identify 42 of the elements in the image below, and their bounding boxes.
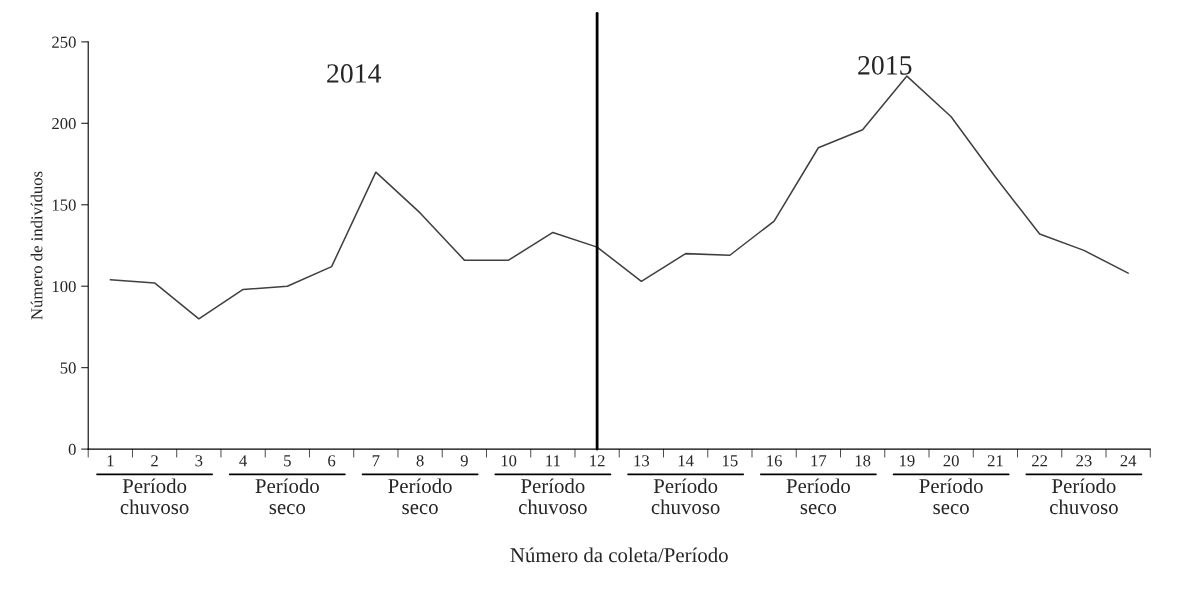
x-tick-label: 8: [416, 455, 424, 467]
x-tick-label: 17: [811, 455, 827, 467]
x-tick-label: 12: [590, 455, 605, 467]
annotation: 2015: [858, 55, 912, 75]
text: Período chuvoso: [120, 478, 189, 515]
text: Período chuvoso: [1049, 478, 1118, 515]
x-tick-label: 20: [943, 455, 959, 467]
x-tick-label: 23: [1076, 455, 1092, 467]
x-tick-label: 6: [328, 455, 336, 467]
x-tick-label: 9: [460, 455, 468, 467]
x-tick-label: 11: [546, 455, 560, 467]
x-tick-label: 3: [195, 455, 203, 467]
y-axis-title: Número de indivíduos: [30, 171, 43, 320]
x-tick-label: 18: [855, 455, 871, 467]
y-tick-label: 250: [52, 36, 76, 48]
x-tick-label: 13: [634, 455, 650, 467]
x-tick-label: 24: [1120, 455, 1137, 467]
x-tick-label: 2: [151, 455, 158, 467]
annotation: 2014: [327, 64, 382, 83]
x-tick-label: 10: [501, 455, 517, 467]
y-tick-label: 200: [52, 118, 76, 130]
x-tick-label: 14: [678, 455, 694, 467]
x-tick-label: 5: [284, 455, 291, 467]
y-tick-label: 100: [52, 280, 76, 293]
x-axis-title: Número da coleta/Período: [510, 547, 728, 563]
y-tick-label: 50: [60, 362, 76, 374]
y-tick-label: 0: [68, 443, 76, 456]
text: Período seco: [786, 478, 850, 515]
x-tick-label: 1: [107, 455, 114, 467]
text: Período seco: [388, 478, 452, 515]
text: Período seco: [255, 478, 319, 515]
x-tick-label: 7: [372, 455, 380, 467]
y-tick-label: 150: [52, 199, 76, 211]
x-tick-label: 4: [239, 455, 247, 467]
x-tick-label: 19: [900, 455, 915, 467]
x-tick-label: 16: [767, 455, 782, 467]
x-tick-label: 22: [1032, 455, 1048, 467]
text: Período seco: [919, 478, 983, 515]
x-tick-label: 21: [987, 455, 1003, 467]
x-tick-label: 15: [723, 455, 738, 467]
text: Período chuvoso: [518, 478, 587, 515]
text: Período chuvoso: [651, 478, 720, 515]
